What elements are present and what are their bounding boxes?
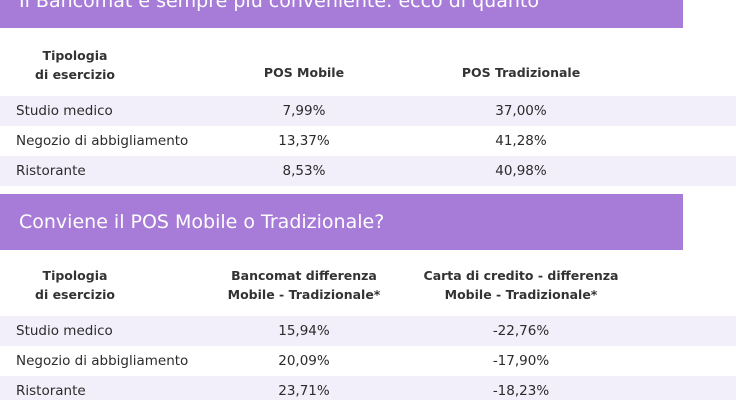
- section-1-title: Il Bancomat è sempre più conveniente: ec…: [19, 0, 539, 12]
- table-row: Negozio di abbigliamento 20,09% -17,90%: [0, 346, 736, 376]
- cell-value: -18,23%: [492, 383, 550, 399]
- row-label: Studio medico: [16, 103, 113, 119]
- row-label: Studio medico: [16, 323, 113, 339]
- column-header-debit-diff: Bancomat differenza Mobile - Tradizional…: [227, 268, 381, 302]
- column-header-pos-mobile: POS Mobile: [263, 65, 345, 80]
- section-2-title-banner: Conviene il POS Mobile o Tradizionale?: [0, 194, 683, 250]
- cell-value: 13,37%: [278, 133, 330, 149]
- table-header: Tipologia di esercizio POS Mobile POS Tr…: [0, 46, 736, 96]
- cell-value: 23,71%: [278, 383, 330, 399]
- table-row: Studio medico 7,99% 37,00%: [0, 96, 736, 126]
- row-label: Ristorante: [16, 163, 86, 179]
- cell-value: 20,09%: [278, 353, 330, 369]
- table-pos-convenience: Tipologia di esercizio POS Mobile POS Tr…: [0, 46, 736, 186]
- cell-value: 41,28%: [495, 133, 547, 149]
- cell-value: 40,98%: [495, 163, 547, 179]
- cell-value: -22,76%: [492, 323, 550, 339]
- cell-value: 37,00%: [495, 103, 547, 119]
- column-header-credit-diff: Carta di credito - differenza Mobile - T…: [423, 268, 619, 302]
- table-row: Negozio di abbigliamento 13,37% 41,28%: [0, 126, 736, 156]
- section-2-title: Conviene il POS Mobile o Tradizionale?: [19, 211, 385, 233]
- column-header-type: Tipologia di esercizio: [35, 48, 115, 82]
- row-label: Negozio di abbigliamento: [16, 133, 189, 149]
- column-header-pos-traditional: POS Tradizionale: [461, 65, 581, 80]
- column-header-type: Tipologia di esercizio: [35, 268, 115, 302]
- row-label: Ristorante: [16, 383, 86, 399]
- cell-value: 8,53%: [282, 163, 326, 179]
- table-row: Studio medico 15,94% -22,76%: [0, 316, 736, 346]
- cell-value: 7,99%: [282, 103, 326, 119]
- table-header: Tipologia di esercizio Bancomat differen…: [0, 266, 736, 316]
- section-1-title-banner: Il Bancomat è sempre più conveniente: ec…: [0, 0, 683, 28]
- row-label: Negozio di abbigliamento: [16, 353, 189, 369]
- table-pos-comparison: Tipologia di esercizio Bancomat differen…: [0, 266, 736, 400]
- cell-value: -17,90%: [492, 353, 550, 369]
- table-row: Ristorante 23,71% -18,23%: [0, 376, 736, 400]
- cell-value: 15,94%: [278, 323, 330, 339]
- table-row: Ristorante 8,53% 40,98%: [0, 156, 736, 186]
